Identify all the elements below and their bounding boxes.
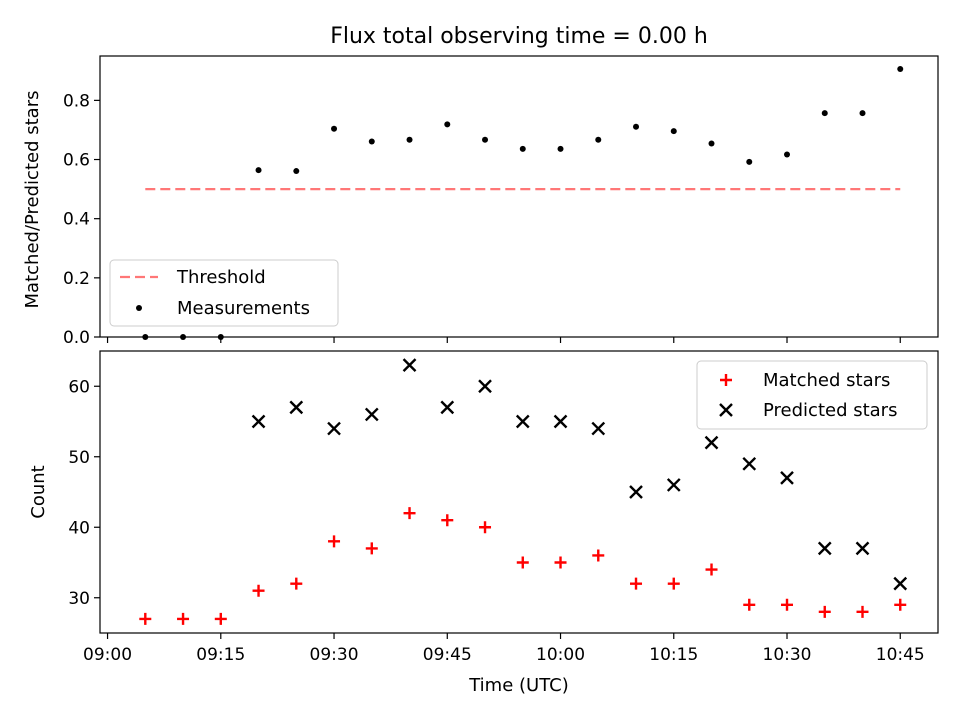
bottom-axes-frame (99, 350, 939, 634)
bottom-x-tick-label: 10:45 (876, 645, 925, 665)
bottom-plot: 30 40 50 60 09:00 09:15 09:30 09:45 10:00 10:15 10… (68, 350, 939, 665)
legend-predicted-label: Predicted stars (763, 400, 897, 421)
predicted-star-point (742, 456, 757, 471)
matched-star-point (554, 556, 567, 569)
x-axis-label: Time (UTC) (468, 675, 569, 696)
predicted-star-point (553, 414, 568, 429)
matched-star-point (818, 605, 831, 618)
measurement-point (859, 110, 866, 117)
measurement-point (142, 334, 149, 340)
matched-star-point (441, 514, 454, 527)
bottom-x-tick-label: 10:00 (536, 645, 585, 665)
matched-star-point (328, 535, 341, 548)
measurement-point (180, 334, 187, 340)
matched-star-point (592, 549, 605, 562)
bottom-y-tick-label: 30 (68, 589, 90, 609)
bottom-x-tick-label: 09:30 (310, 645, 359, 665)
measurement-point (293, 168, 300, 175)
legend-matched-swatch (720, 374, 732, 386)
predicted-star-point (893, 576, 908, 591)
predicted-star-point (780, 471, 794, 485)
predicted-star-point (704, 435, 719, 450)
measurement-point (897, 66, 904, 73)
measurement-point (519, 145, 526, 152)
measurement-point (331, 125, 338, 132)
top-y-tick-label: 0.4 (63, 210, 90, 230)
matched-star-point (252, 584, 265, 597)
predicted-star-point (591, 421, 606, 436)
matched-star-point (365, 542, 378, 555)
measurement-point (746, 158, 753, 165)
predicted-star-point (855, 541, 870, 556)
measurement-point (406, 136, 413, 143)
legend-measurements-label: Measurements (177, 298, 310, 319)
top-y-tick-label: 0.2 (63, 269, 90, 289)
measurement-point (444, 121, 451, 128)
legend-predicted-swatch (719, 403, 733, 417)
matched-star-point (856, 605, 869, 618)
top-plot: 0.0 0.2 0.4 0.6 0.8 Threshold Measurements (63, 55, 939, 348)
measurement-point (670, 128, 677, 135)
matched-star-point (894, 598, 907, 611)
matched-star-point (139, 612, 152, 625)
bottom-y-tick-label: 60 (68, 377, 90, 397)
matched-star-point (290, 577, 303, 590)
matched-star-point (667, 577, 680, 590)
predicted-star-point (251, 414, 266, 429)
predicted-star-point (440, 400, 455, 415)
top-legend (109, 259, 339, 327)
predicted-star-point (817, 541, 832, 556)
top-y-tick-label: 0.0 (63, 328, 90, 348)
legend-matched-label: Matched stars (763, 370, 890, 391)
matched-star-point (743, 598, 756, 611)
measurement-point (708, 140, 715, 147)
bottom-x-tick-label: 09:15 (196, 645, 245, 665)
measurement-point (557, 145, 564, 152)
matched-star-point (403, 507, 416, 520)
measurement-point (368, 138, 375, 145)
top-y-tick-label: 0.8 (63, 91, 90, 111)
matched-star-point (705, 563, 718, 576)
predicted-star-point (629, 485, 643, 499)
bottom-x-tick-label: 09:45 (423, 645, 472, 665)
top-axes-frame (99, 55, 939, 338)
bottom-legend (696, 360, 928, 430)
predicted-star-point (402, 358, 417, 372)
matched-star-point (630, 577, 643, 590)
measurement-point (482, 136, 489, 143)
predicted-star-point (289, 400, 304, 415)
bottom-y-axis-label: Count (28, 465, 49, 518)
measurement-point (821, 110, 828, 117)
matched-star-point (781, 598, 794, 611)
matched-star-point (177, 612, 190, 625)
matched-star-point (516, 556, 529, 569)
predicted-star-point (327, 421, 341, 436)
predicted-star-point (478, 379, 492, 394)
top-y-axis-label: Matched/Predicted stars (22, 91, 43, 309)
bottom-y-tick-label: 40 (68, 518, 90, 538)
predicted-star-point (515, 414, 530, 429)
measurement-point (595, 136, 602, 143)
measurement-point (255, 167, 262, 174)
measurement-point (633, 123, 640, 130)
matched-star-point (479, 521, 492, 534)
bottom-y-tick-label: 50 (68, 448, 90, 468)
bottom-x-tick-label: 10:30 (763, 645, 812, 665)
top-y-tick-label: 0.6 (63, 151, 90, 171)
measurement-point (784, 151, 791, 158)
bottom-x-tick-label: 09:00 (83, 645, 132, 665)
measurement-point (217, 334, 224, 340)
bottom-x-tick-label: 10:15 (649, 645, 698, 665)
chart-title: Flux total observing time = 0.00 h (330, 24, 708, 49)
matched-star-point (214, 612, 227, 625)
predicted-star-point (364, 407, 379, 422)
predicted-star-point (666, 478, 681, 492)
legend-measurements-swatch (136, 305, 142, 311)
legend-threshold-label: Threshold (176, 267, 266, 288)
